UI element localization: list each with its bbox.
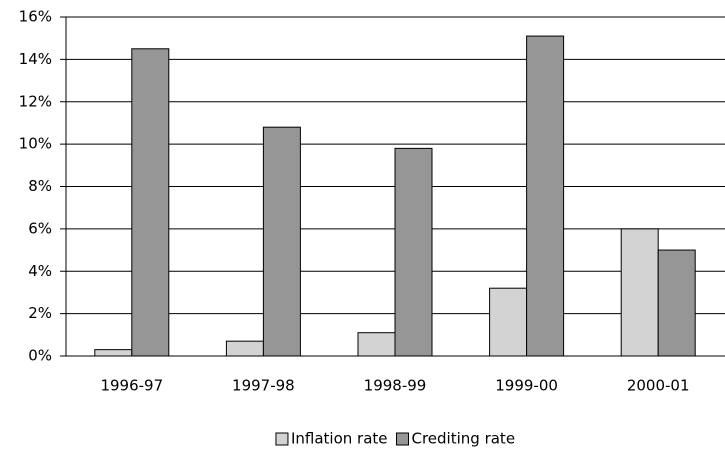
y-tick-label: 4% xyxy=(28,262,52,280)
legend-swatch xyxy=(275,432,289,446)
y-tick-label: 0% xyxy=(28,347,52,365)
bar xyxy=(225,340,264,357)
legend-label: Inflation rate xyxy=(291,430,388,448)
y-tick-label: 6% xyxy=(28,219,52,237)
y-tick-label: 14% xyxy=(19,50,52,68)
x-tick-label: 1997-98 xyxy=(232,377,295,395)
y-tick-label: 12% xyxy=(19,92,52,110)
y-tick-label: 16% xyxy=(19,8,52,26)
x-tick-label: 1999-00 xyxy=(495,377,558,395)
y-tick-label: 8% xyxy=(28,177,52,195)
bar xyxy=(489,287,528,357)
legend-label: Crediting rate xyxy=(412,430,516,448)
bar xyxy=(657,249,696,357)
legend-swatch xyxy=(396,432,409,446)
bar xyxy=(526,35,565,357)
x-tick-label: 1998-99 xyxy=(364,377,427,395)
bar xyxy=(394,147,433,357)
bar xyxy=(94,349,133,357)
y-tick-label: 2% xyxy=(28,304,52,322)
bar xyxy=(357,332,396,357)
x-tick-label: 2000-01 xyxy=(627,377,690,395)
bar xyxy=(262,126,301,357)
bar xyxy=(131,48,170,357)
y-tick-label: 10% xyxy=(19,135,52,153)
x-tick-label: 1996-97 xyxy=(100,377,163,395)
bar xyxy=(620,228,659,357)
